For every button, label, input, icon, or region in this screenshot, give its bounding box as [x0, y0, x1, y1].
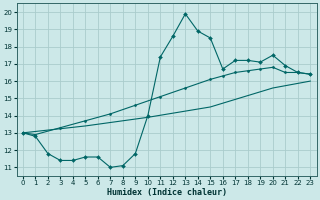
- X-axis label: Humidex (Indice chaleur): Humidex (Indice chaleur): [107, 188, 227, 197]
